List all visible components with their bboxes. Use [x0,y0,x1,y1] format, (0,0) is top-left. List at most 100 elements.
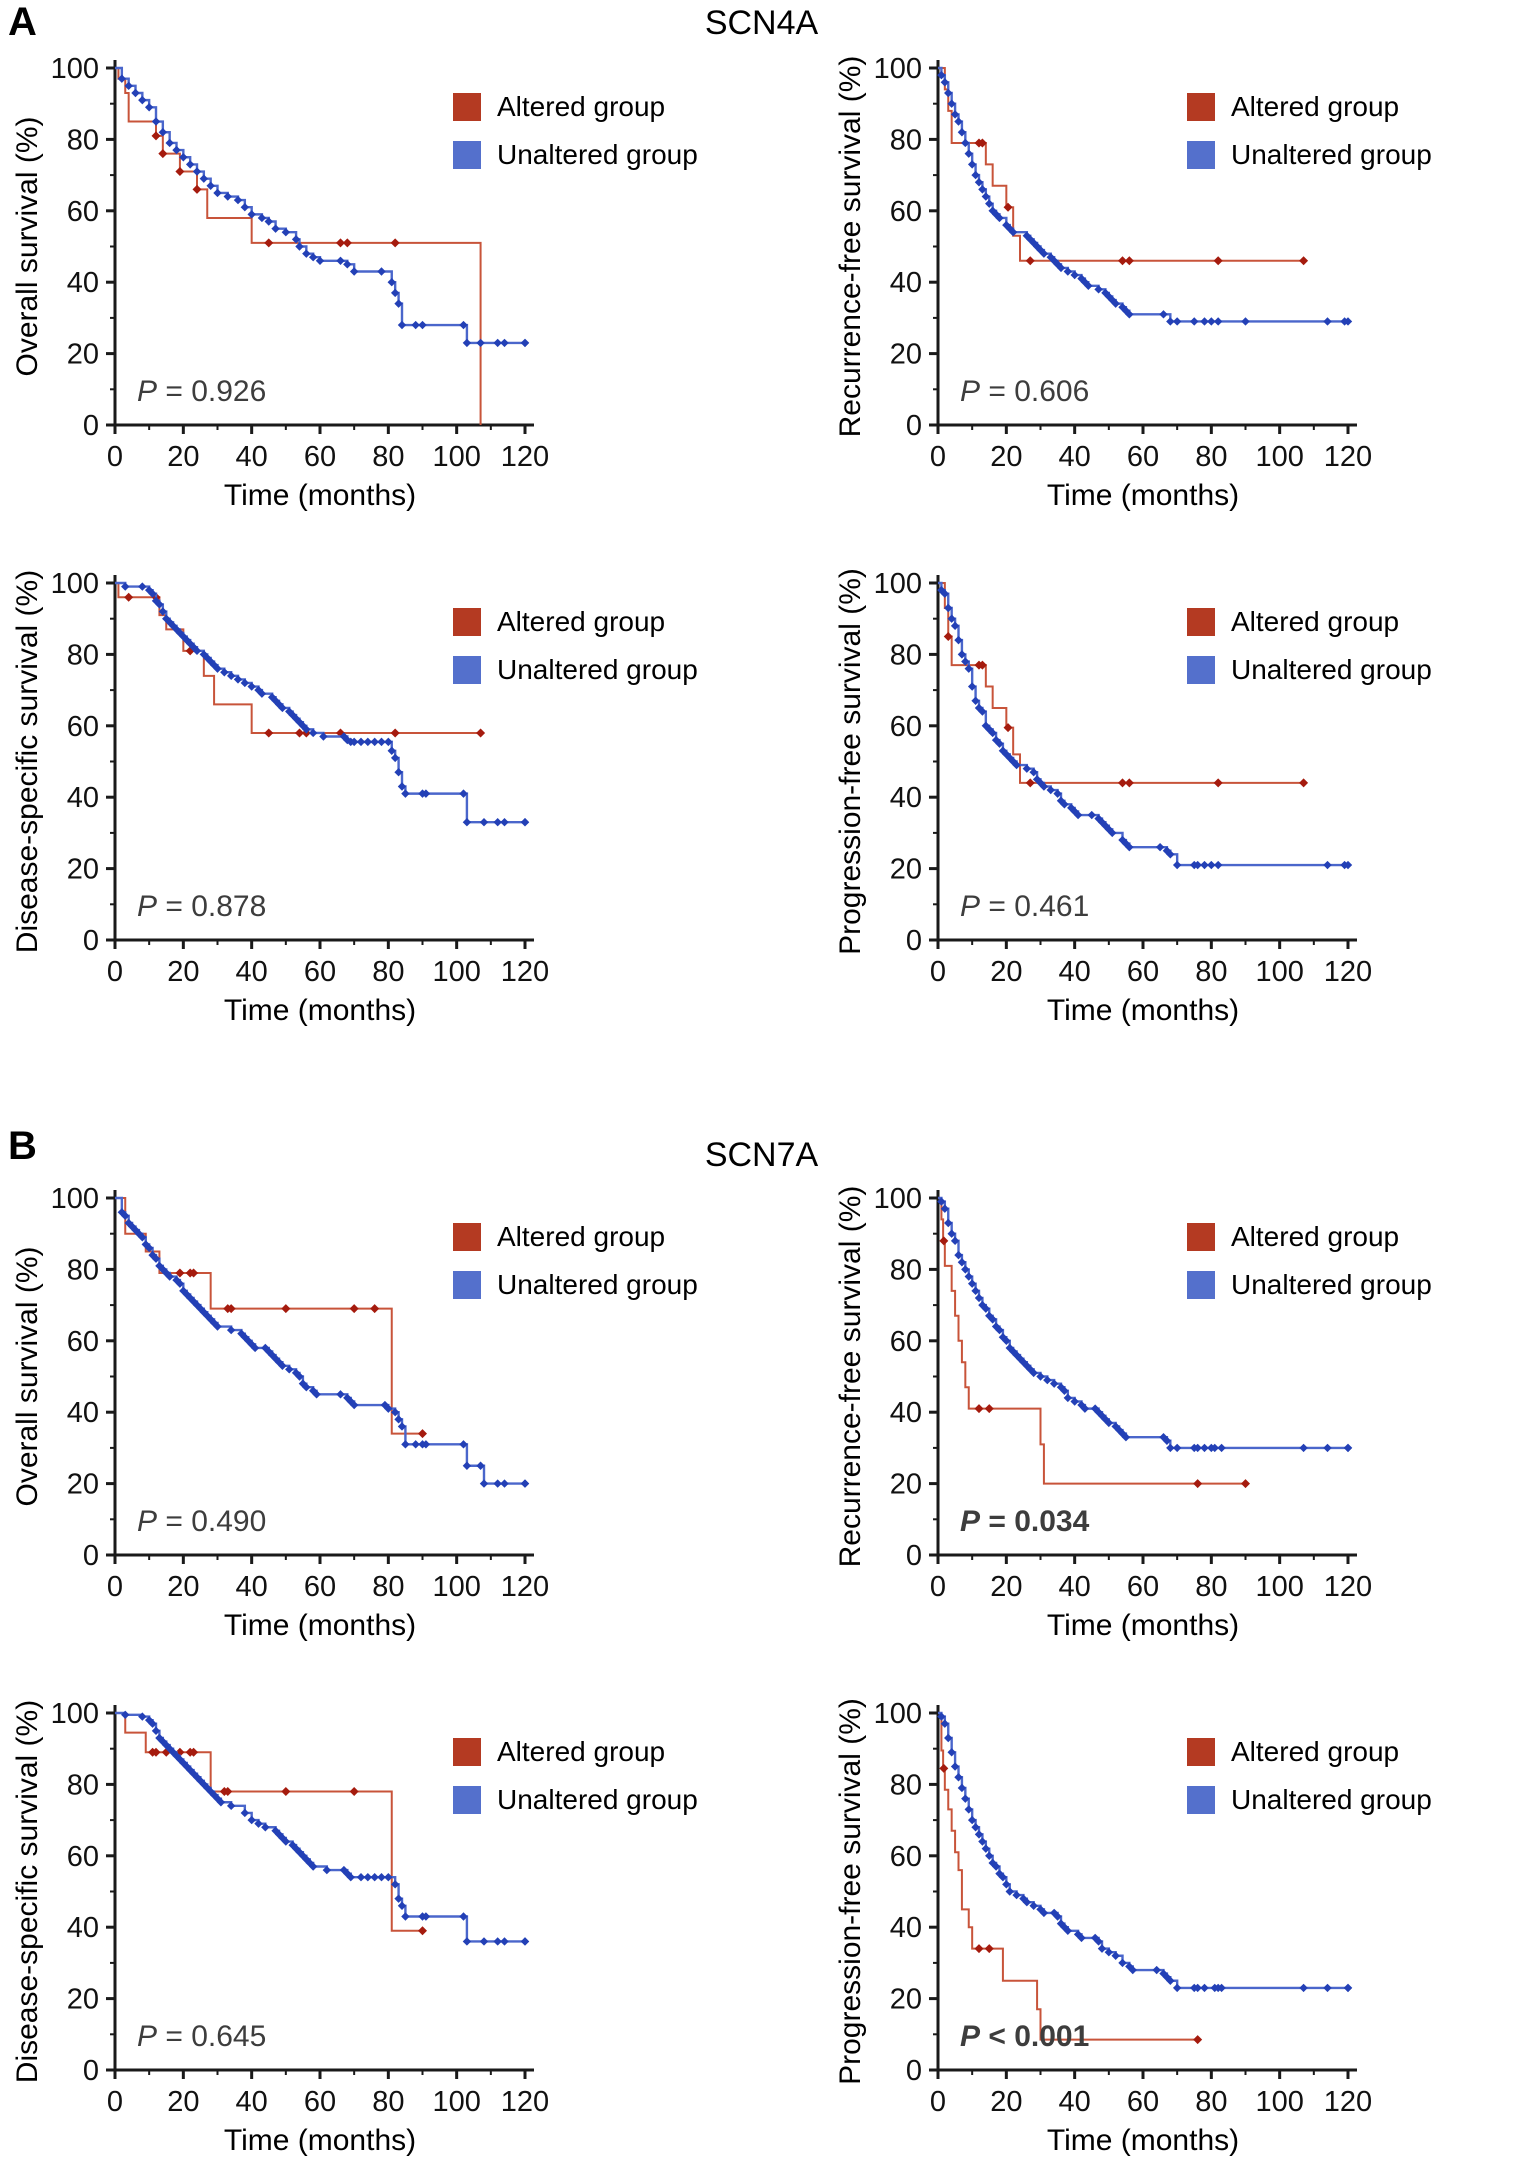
altered-step-line [115,1712,426,1932]
unaltered-censor-mark [179,1758,188,1768]
y-tick-label: 0 [83,410,99,442]
km-plot-B-disease-specific-survival: 0 20 40 60 80 100 120 0 20 40 60 80 100 Time (months)… [11,1698,698,2157]
x-tick-label: 100 [432,1571,480,1603]
unaltered-censor-mark [302,725,311,734]
unaltered-curve [115,1196,530,1488]
altered-censor-mark [1025,256,1035,266]
tick-labels: 0 20 40 60 80 100 120 0 20 40 60 80 100 [51,1698,550,2118]
unaltered-censor-mark [302,1855,311,1864]
unaltered-censor-mark [363,737,373,747]
altered-censor-mark [977,660,987,670]
unaltered-censor-mark [121,1211,130,1221]
unaltered-censor-mark [1323,317,1332,326]
unaltered-censor-mark [1340,317,1349,326]
x-tick-label: 60 [304,441,336,473]
unaltered-censor-mark [1121,839,1131,848]
legend-swatch-unaltered-icon [453,1271,481,1299]
unaltered-censor-mark [476,338,485,348]
y-tick-label: 40 [67,1912,99,1944]
unaltered-censor-mark [213,664,222,673]
unaltered-censor-mark [209,1790,219,1800]
unaltered-censor-mark [151,117,161,126]
unaltered-censor-mark [462,1461,472,1470]
unaltered-censor-mark [493,1937,502,1946]
altered-censor-mark [1213,256,1223,266]
y-tick-label: 40 [890,267,922,299]
y-tick-label: 100 [874,568,922,600]
unaltered-censor-mark [964,1805,973,1814]
unaltered-censor-mark [1299,1443,1308,1453]
unaltered-censor-mark [336,256,345,265]
y-tick-label: 0 [906,2055,922,2087]
legend-swatch-unaltered-icon [1187,141,1215,169]
unaltered-censor-mark [144,103,154,112]
legend-label-unaltered: Unaltered group [497,654,698,685]
x-tick-label: 120 [501,441,549,473]
tick-labels: 0 20 40 60 80 100 120 0 20 40 60 80 100 [51,568,550,988]
tick-labels: 0 20 40 60 80 100 120 0 20 40 60 80 100 [874,1183,1373,1603]
unaltered-censor-mark [1162,846,1172,855]
p-value-label: P = 0.606 [960,375,1089,408]
unaltered-censor-mark [401,1912,410,1921]
unaltered-censor-mark [1053,789,1062,798]
km-plot-A-progression-free-survival: 0 20 40 60 80 100 120 0 20 40 60 80 100 Time (months)… [834,568,1432,1027]
legend-label-altered: Altered group [497,1221,665,1252]
tick-labels: 0 20 40 60 80 100 120 0 20 40 60 80 100 [51,1183,550,1603]
unaltered-censor-mark [1200,1983,1209,1993]
y-tick-label: 0 [83,1540,99,1572]
axes [106,60,534,434]
x-tick-label: 40 [1059,2086,1091,2118]
unaltered-censor-mark [401,1440,410,1449]
unaltered-censor-mark [343,260,352,269]
unaltered-censor-mark [261,1823,270,1832]
unaltered-censor-mark [206,181,215,191]
axes [929,60,1357,434]
unaltered-censor-mark [964,1272,973,1281]
unaltered-censor-mark [295,718,304,727]
y-tick-label: 40 [890,1912,922,1944]
x-tick-label: 20 [167,1571,199,1603]
y-tick-label: 80 [67,124,99,156]
unaltered-censor-mark [394,299,403,308]
unaltered-censor-mark [974,703,984,713]
y-tick-label: 80 [890,639,922,671]
unaltered-censor-mark [349,737,359,747]
unaltered-censor-mark [138,1233,147,1242]
unaltered-censor-mark [1172,1983,1182,1993]
unaltered-censor-mark [479,1937,489,1946]
unaltered-censor-mark [158,128,168,137]
unaltered-curve [115,66,530,348]
altered-censor-mark [1118,256,1127,266]
x-tick-label: 100 [1255,956,1303,988]
altered-censor-mark [1213,778,1223,788]
unaltered-censor-mark [944,88,953,98]
x-tick-label: 40 [236,1571,268,1603]
unaltered-censor-mark [1172,317,1182,326]
unaltered-censor-mark [384,737,393,747]
altered-censor-mark [1124,256,1134,266]
unaltered-censor-mark [1005,224,1014,233]
legend: Altered group Unaltered group [1187,91,1432,170]
altered-curve [938,1712,1203,2045]
unaltered-censor-mark [1005,1887,1014,1896]
y-tick-label: 20 [890,854,922,886]
unaltered-censor-mark [462,338,472,348]
panels-grid-scn4a: 0 20 40 60 80 100 120 0 20 40 60 80 100 Time (months)… [0,45,1523,1030]
altered-censor-mark [175,1747,185,1757]
x-tick-label: 60 [304,1571,336,1603]
unaltered-censor-mark [1118,1429,1127,1438]
p-value-label: P = 0.490 [137,1505,266,1538]
unaltered-censor-mark [500,1479,509,1488]
unaltered-censor-mark [1118,1958,1127,1968]
altered-censor-mark [124,592,134,602]
unaltered-censor-mark [421,1912,431,1921]
legend-label-altered: Altered group [497,606,665,637]
y-tick-label: 80 [67,1254,99,1286]
unaltered-censor-mark [1036,1905,1045,1914]
unaltered-censor-mark [1056,263,1066,273]
unaltered-censor-mark [349,267,359,276]
legend: Altered group Unaltered group [1187,1221,1432,1300]
axes [106,1190,534,1564]
gene-title-scn7a: SCN7A [704,1136,819,1174]
y-tick-label: 0 [906,1540,922,1572]
